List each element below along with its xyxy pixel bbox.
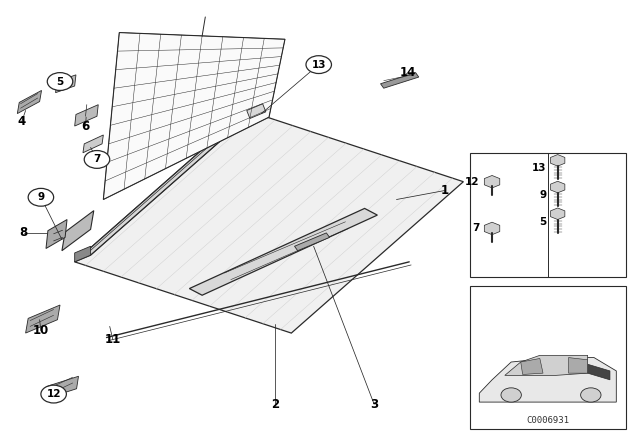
Polygon shape (75, 105, 99, 126)
Polygon shape (83, 135, 103, 153)
Circle shape (47, 73, 73, 90)
Text: 14: 14 (400, 66, 416, 79)
Circle shape (41, 385, 67, 403)
Polygon shape (46, 376, 79, 399)
Circle shape (28, 188, 54, 206)
Text: 12: 12 (46, 389, 61, 399)
Polygon shape (246, 104, 266, 118)
Text: 4: 4 (18, 115, 26, 128)
Polygon shape (189, 208, 378, 295)
Polygon shape (568, 358, 588, 373)
Circle shape (501, 388, 522, 402)
Text: 7: 7 (93, 155, 100, 164)
Polygon shape (479, 358, 616, 402)
Text: 10: 10 (33, 324, 49, 337)
Polygon shape (505, 355, 588, 375)
Text: 11: 11 (105, 333, 121, 346)
Text: 5: 5 (539, 217, 546, 227)
Text: C0006931: C0006931 (526, 416, 570, 425)
Text: 2: 2 (271, 398, 280, 411)
Text: 9: 9 (37, 192, 44, 202)
Text: 1: 1 (440, 184, 449, 197)
Polygon shape (294, 233, 330, 251)
Polygon shape (17, 90, 42, 114)
Polygon shape (26, 305, 60, 333)
Polygon shape (381, 73, 419, 88)
Polygon shape (75, 111, 463, 333)
Text: 7: 7 (472, 224, 479, 233)
Polygon shape (521, 358, 543, 375)
Text: 12: 12 (465, 177, 479, 187)
Polygon shape (62, 211, 94, 251)
Polygon shape (103, 33, 285, 199)
Circle shape (306, 56, 332, 73)
Text: 3: 3 (370, 398, 378, 411)
Text: 13: 13 (312, 60, 326, 69)
Bar (470, 153, 626, 277)
Circle shape (84, 151, 109, 168)
Text: 6: 6 (81, 120, 90, 133)
Circle shape (580, 388, 601, 402)
Polygon shape (56, 75, 76, 93)
Polygon shape (75, 246, 91, 262)
Bar (470, 286, 626, 429)
Polygon shape (46, 220, 67, 249)
Polygon shape (75, 104, 262, 262)
Text: 9: 9 (539, 190, 546, 200)
Polygon shape (588, 364, 610, 380)
Text: 13: 13 (532, 164, 546, 173)
Text: 5: 5 (56, 77, 63, 86)
Text: 8: 8 (20, 226, 28, 239)
